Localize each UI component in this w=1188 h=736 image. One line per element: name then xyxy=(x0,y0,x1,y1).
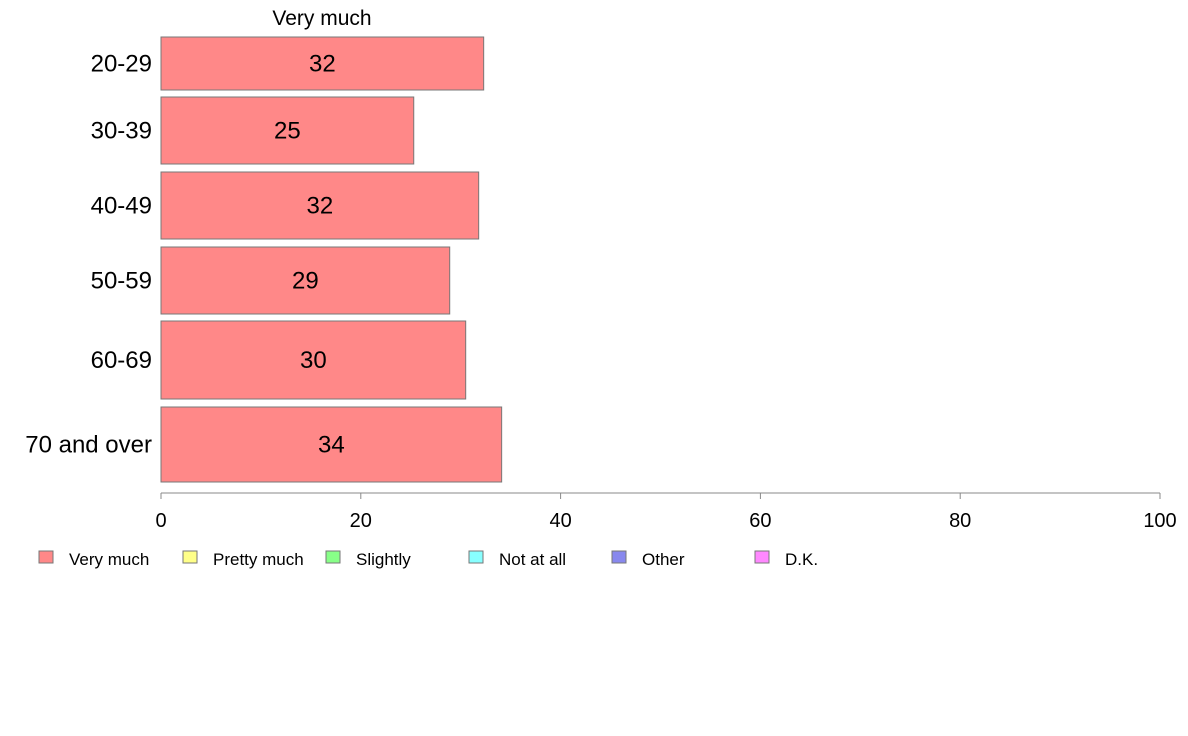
data-label: 25 xyxy=(274,118,301,145)
category-label: 70 and over xyxy=(25,432,152,459)
data-label: 32 xyxy=(306,193,333,220)
legend-swatch xyxy=(611,550,627,564)
x-tick-label: 0 xyxy=(155,510,166,532)
legend-swatch xyxy=(325,550,341,564)
x-tick-label: 80 xyxy=(949,510,971,532)
legend-swatch xyxy=(38,550,54,564)
legend-label: Not at all xyxy=(499,550,566,569)
x-tick-label: 100 xyxy=(1143,510,1176,532)
data-label: 29 xyxy=(292,268,319,295)
data-label: 30 xyxy=(300,347,327,374)
bar xyxy=(160,171,480,240)
category-label: 20-29 xyxy=(91,51,152,78)
bar xyxy=(160,96,415,165)
bar xyxy=(160,320,467,400)
legend-label: Pretty much xyxy=(213,550,304,569)
category-label: 40-49 xyxy=(91,193,152,220)
legend-swatch xyxy=(754,550,770,564)
legend-label: Very much xyxy=(69,550,149,569)
legend-swatch xyxy=(468,550,484,564)
category-label: 50-59 xyxy=(91,268,152,295)
bar xyxy=(160,36,485,91)
column-header: Very much xyxy=(272,7,371,30)
legend-swatch xyxy=(182,550,198,564)
category-label: 30-39 xyxy=(91,118,152,145)
legend-label: D.K. xyxy=(785,550,818,569)
x-tick-label: 20 xyxy=(350,510,372,532)
x-tick-label: 40 xyxy=(549,510,571,532)
data-label: 32 xyxy=(309,51,336,78)
x-axis: 0 20 40 60 80 100 xyxy=(155,492,1177,532)
category-label: 60-69 xyxy=(91,347,152,374)
legend-label: Other xyxy=(642,550,685,569)
legend-label: Slightly xyxy=(356,550,411,569)
bar xyxy=(160,406,503,483)
header-layer: Very much xyxy=(272,7,371,30)
bar xyxy=(160,246,451,315)
x-tick-label: 60 xyxy=(749,510,771,532)
data-label: 34 xyxy=(318,432,345,459)
bars-layer: 20-29 32 30-39 25 40-49 32 50-59 29 60-69 30 70 an… xyxy=(25,36,503,483)
legend: Very much Pretty much Slightly Not at all Ot… xyxy=(38,550,818,569)
